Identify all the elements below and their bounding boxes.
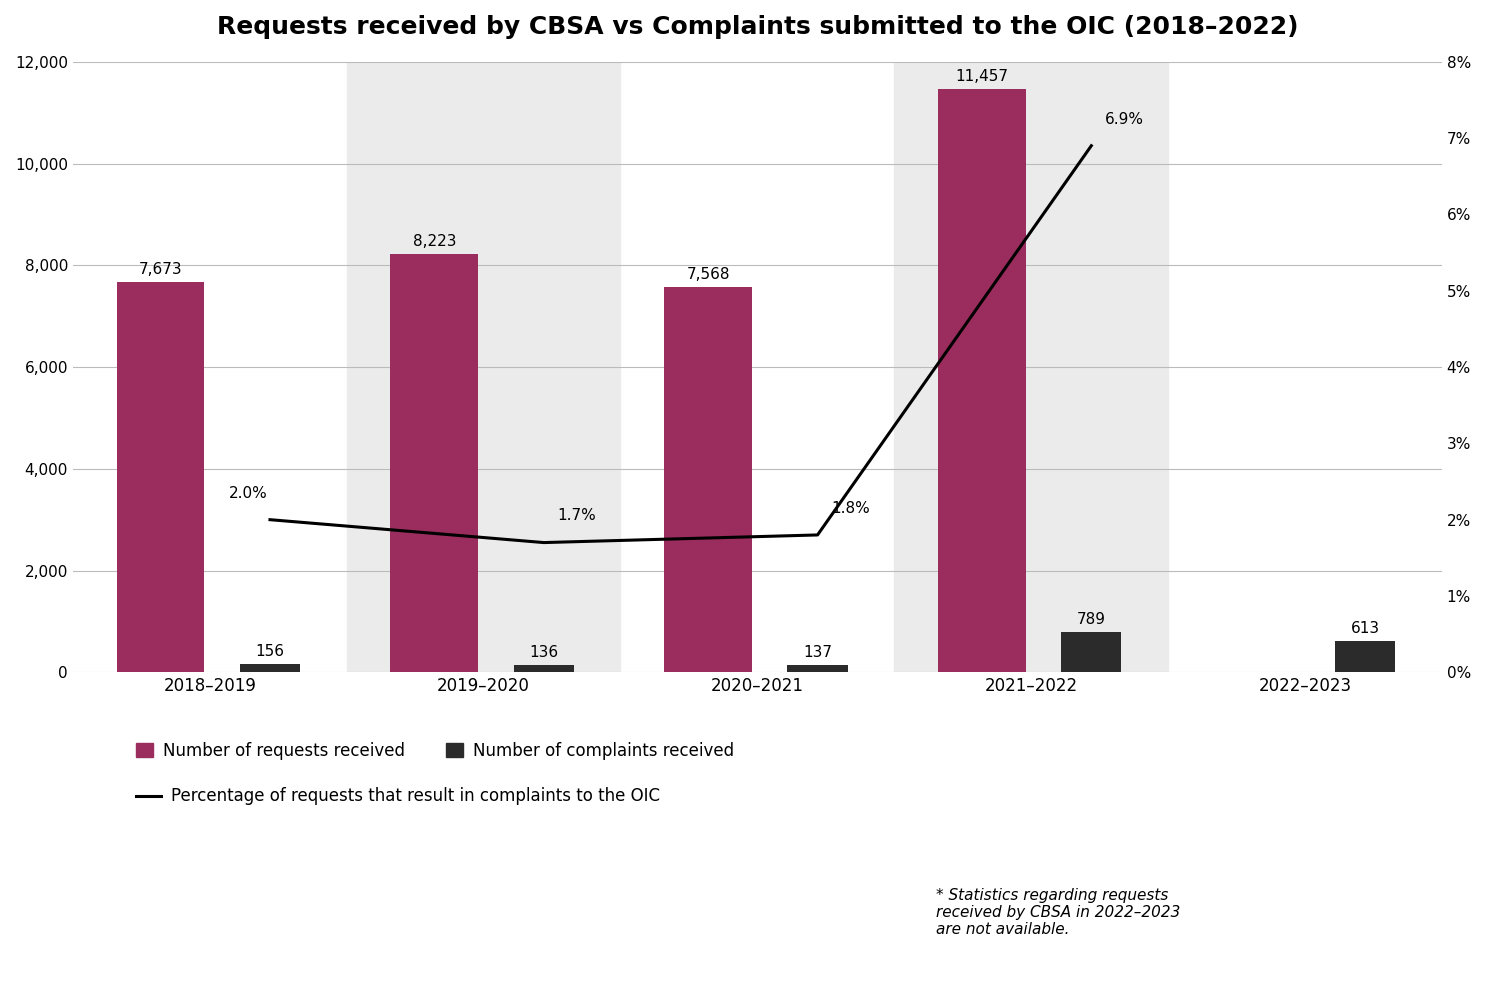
Bar bbox=[346, 62, 621, 672]
Text: 137: 137 bbox=[802, 646, 832, 660]
Bar bbox=[1334, 642, 1395, 672]
Bar bbox=[1061, 632, 1122, 672]
Text: 156: 156 bbox=[256, 645, 284, 659]
Text: 136: 136 bbox=[529, 646, 559, 660]
Bar bbox=[117, 282, 204, 672]
Text: * Statistics regarding requests
received by CBSA in 2022–2023
are not available.: * Statistics regarding requests received… bbox=[936, 888, 1180, 938]
Bar bbox=[391, 254, 478, 672]
Bar bbox=[514, 665, 574, 672]
Legend: Percentage of requests that result in complaints to the OIC: Percentage of requests that result in co… bbox=[135, 787, 660, 806]
Text: 789: 789 bbox=[1077, 612, 1106, 627]
Bar bbox=[895, 62, 1168, 672]
Bar bbox=[664, 287, 752, 672]
Text: 6.9%: 6.9% bbox=[1106, 111, 1144, 127]
Text: 8,223: 8,223 bbox=[413, 234, 456, 249]
Text: 1.7%: 1.7% bbox=[557, 509, 596, 523]
Text: 7,568: 7,568 bbox=[687, 268, 730, 282]
Text: 613: 613 bbox=[1351, 621, 1379, 636]
Text: 7,673: 7,673 bbox=[138, 262, 183, 277]
Text: 1.8%: 1.8% bbox=[831, 501, 869, 516]
Bar bbox=[788, 665, 847, 672]
Title: Requests received by CBSA vs Complaints submitted to the OIC (2018–2022): Requests received by CBSA vs Complaints … bbox=[217, 15, 1299, 39]
Bar bbox=[239, 664, 300, 672]
Bar bbox=[938, 90, 1025, 672]
Text: 11,457: 11,457 bbox=[955, 69, 1009, 85]
Text: 2.0%: 2.0% bbox=[229, 485, 267, 501]
